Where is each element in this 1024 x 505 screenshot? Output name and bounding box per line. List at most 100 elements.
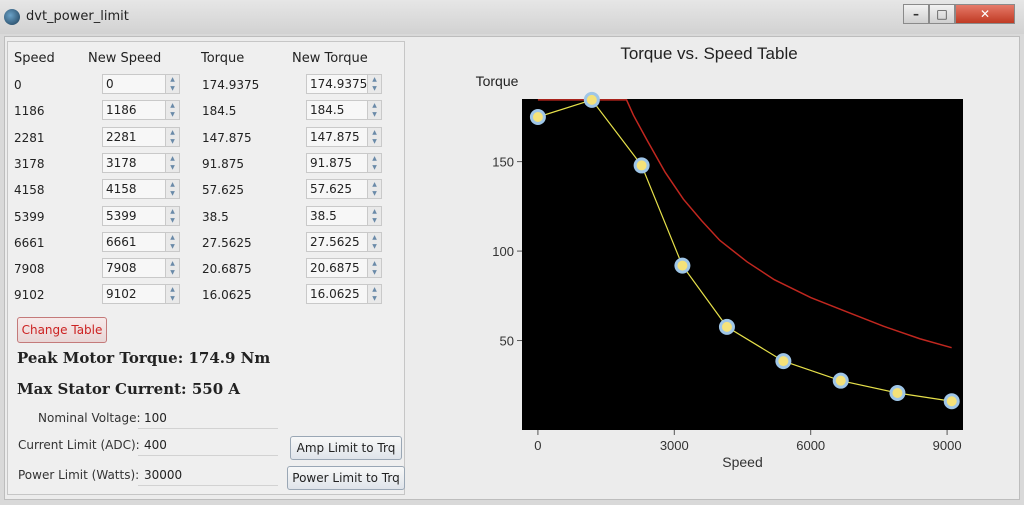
power-limit-to-trq-button[interactable]: Power Limit to Trq xyxy=(287,466,405,490)
new-speed-input[interactable] xyxy=(103,206,165,225)
spinner-arrows: ▲ ▼ xyxy=(367,259,381,278)
new-torque-input[interactable] xyxy=(307,101,367,120)
new-torque-spinner[interactable]: ▲▼ xyxy=(306,100,382,121)
new-speed-spinner[interactable]: ▲▼ xyxy=(102,205,180,226)
spin-up-icon[interactable]: ▲ xyxy=(372,76,377,83)
spin-down-icon[interactable]: ▼ xyxy=(372,295,377,303)
new-speed-spinner[interactable]: ▲▼ xyxy=(102,284,180,305)
new-speed-spinner[interactable]: ▲▼ xyxy=(102,100,180,121)
new-torque-spinner[interactable]: ▲▼ xyxy=(306,231,382,252)
change-table-button[interactable]: Change Table xyxy=(17,317,107,343)
spin-down-icon[interactable]: ▼ xyxy=(372,269,377,277)
new-torque-input[interactable] xyxy=(307,127,367,146)
new-speed-input[interactable] xyxy=(103,285,165,304)
new-speed-spinner[interactable]: ▲▼ xyxy=(102,231,180,252)
new-speed-input[interactable] xyxy=(103,127,165,146)
plot-area xyxy=(522,99,963,430)
spin-up-icon[interactable]: ▲ xyxy=(170,128,175,136)
spinner-arrows: ▲ ▼ xyxy=(367,75,381,93)
speed-cell: 9102 xyxy=(14,288,45,303)
new-torque-input[interactable] xyxy=(307,259,367,278)
spin-down-icon[interactable]: ▼ xyxy=(372,85,377,92)
spin-down-icon[interactable]: ▼ xyxy=(170,190,175,198)
new-torque-spinner[interactable]: ▲▼ xyxy=(306,258,382,279)
spin-down-icon[interactable]: ▼ xyxy=(170,269,175,277)
spin-up-icon[interactable]: ▲ xyxy=(372,286,377,294)
new-torque-spinner[interactable]: ▲▼ xyxy=(306,126,382,147)
new-speed-input[interactable] xyxy=(103,75,165,93)
new-torque-input[interactable] xyxy=(307,75,367,93)
table-row: 6661▲▼27.5625▲▼ xyxy=(8,231,406,258)
spin-down-icon[interactable]: ▼ xyxy=(170,163,175,171)
new-speed-input[interactable] xyxy=(103,180,165,199)
spin-down-icon[interactable]: ▼ xyxy=(170,137,175,145)
new-speed-input[interactable] xyxy=(103,232,165,251)
new-torque-input[interactable] xyxy=(307,153,367,172)
speed-cell: 6661 xyxy=(14,235,45,250)
torque-speed-chart: Torque vs. Speed Table Torque 50 100 150 0 300… xyxy=(476,44,963,470)
window-controls: – □ ✕ xyxy=(903,4,1017,26)
new-speed-input[interactable] xyxy=(103,153,165,172)
spin-down-icon[interactable]: ▼ xyxy=(372,190,377,198)
new-torque-spinner[interactable]: ▲▼ xyxy=(306,205,382,226)
spin-up-icon[interactable]: ▲ xyxy=(170,154,175,162)
spin-down-icon[interactable]: ▼ xyxy=(372,111,377,119)
maximize-icon[interactable]: □ xyxy=(929,4,955,24)
spin-up-icon[interactable]: ▲ xyxy=(170,233,175,241)
spin-up-icon[interactable]: ▲ xyxy=(170,286,175,294)
spin-down-icon[interactable]: ▼ xyxy=(372,137,377,145)
spinner-arrows: ▲ ▼ xyxy=(367,101,381,120)
spin-up-icon[interactable]: ▲ xyxy=(170,207,175,215)
peak-motor-torque: Peak Motor Torque: 174.9 Nm xyxy=(17,349,271,367)
minimize-icon[interactable]: – xyxy=(903,4,929,24)
torque-cell: 16.0625 xyxy=(202,288,252,303)
spin-up-icon[interactable]: ▲ xyxy=(372,207,377,215)
current-limit-field[interactable]: 400 xyxy=(138,436,278,456)
spin-down-icon[interactable]: ▼ xyxy=(170,111,175,119)
spin-up-icon[interactable]: ▲ xyxy=(372,181,377,189)
table-row: 1186▲▼184.5▲▼ xyxy=(8,100,406,126)
spin-up-icon[interactable]: ▲ xyxy=(170,260,175,268)
new-torque-spinner[interactable]: ▲▼ xyxy=(306,74,382,94)
new-speed-input[interactable] xyxy=(103,259,165,278)
spin-down-icon[interactable]: ▼ xyxy=(170,85,175,92)
spin-up-icon[interactable]: ▲ xyxy=(372,128,377,136)
spin-up-icon[interactable]: ▲ xyxy=(170,102,175,110)
new-speed-spinner[interactable]: ▲▼ xyxy=(102,152,180,173)
new-torque-input[interactable] xyxy=(307,285,367,304)
spinner-arrows: ▲ ▼ xyxy=(367,127,381,146)
new-torque-spinner[interactable]: ▲▼ xyxy=(306,179,382,200)
spin-down-icon[interactable]: ▼ xyxy=(170,216,175,224)
new-speed-spinner[interactable]: ▲▼ xyxy=(102,74,180,94)
spin-down-icon[interactable]: ▼ xyxy=(372,242,377,250)
table-row: 9102▲▼16.0625▲▼ xyxy=(8,284,406,310)
power-limit-field[interactable]: 30000 xyxy=(138,466,278,486)
spin-up-icon[interactable]: ▲ xyxy=(372,102,377,110)
spin-up-icon[interactable]: ▲ xyxy=(372,260,377,268)
new-torque-spinner[interactable]: ▲▼ xyxy=(306,152,382,173)
new-speed-spinner[interactable]: ▲▼ xyxy=(102,179,180,200)
y-tick-label: 150 xyxy=(492,155,514,170)
spinner-arrows: ▲ ▼ xyxy=(367,180,381,199)
spin-up-icon[interactable]: ▲ xyxy=(170,181,175,189)
new-speed-spinner[interactable]: ▲▼ xyxy=(102,258,180,279)
spin-down-icon[interactable]: ▼ xyxy=(372,216,377,224)
spinner-arrows: ▲ ▼ xyxy=(367,232,381,251)
spin-up-icon[interactable]: ▲ xyxy=(170,76,175,83)
spin-up-icon[interactable]: ▲ xyxy=(372,233,377,241)
spin-down-icon[interactable]: ▼ xyxy=(372,163,377,171)
new-torque-spinner[interactable]: ▲▼ xyxy=(306,284,382,305)
new-speed-spinner[interactable]: ▲▼ xyxy=(102,126,180,147)
speed-cell: 7908 xyxy=(14,262,45,277)
new-torque-input[interactable] xyxy=(307,180,367,199)
amp-limit-to-trq-button[interactable]: Amp Limit to Trq xyxy=(290,436,402,460)
new-torque-input[interactable] xyxy=(307,206,367,225)
spin-down-icon[interactable]: ▼ xyxy=(170,242,175,250)
spin-down-icon[interactable]: ▼ xyxy=(170,295,175,303)
table-panel: Speed New Speed Torque New Torque 0▲▼174… xyxy=(7,41,405,495)
new-torque-input[interactable] xyxy=(307,232,367,251)
new-speed-input[interactable] xyxy=(103,101,165,120)
close-icon[interactable]: ✕ xyxy=(955,4,1015,24)
nominal-voltage-field[interactable]: 100 xyxy=(138,409,278,429)
spin-up-icon[interactable]: ▲ xyxy=(372,154,377,162)
